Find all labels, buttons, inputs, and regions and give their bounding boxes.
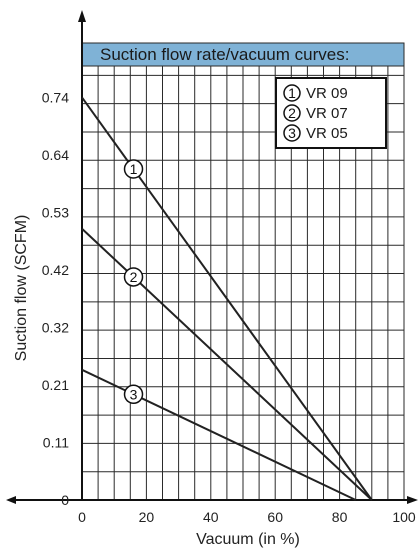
axes	[6, 10, 418, 504]
x-tick-label: 40	[203, 509, 219, 525]
x-tick-label: 100	[392, 509, 416, 525]
y-tick-label: 0.74	[42, 89, 69, 105]
series-marker-label: 2	[130, 269, 138, 285]
y-axis-arrow	[78, 10, 86, 22]
x-tick-label: 60	[267, 509, 283, 525]
y-axis-label: Suction flow (SCFM)	[13, 215, 30, 362]
legend-marker-label: 2	[288, 105, 296, 121]
series-marker-circle	[123, 159, 144, 179]
y-tick-label: 0.53	[42, 204, 69, 220]
series-marker-label: 3	[130, 386, 138, 402]
x-tick-label: 0	[78, 509, 86, 525]
legend-marker-label: 1	[288, 85, 296, 101]
legend-marker-circle	[283, 124, 301, 142]
legend-entry: VR 07	[306, 105, 348, 122]
y-tick-label: 0.21	[42, 377, 69, 393]
y-tick-label: 0	[61, 492, 69, 508]
y-tick-label: 0.11	[43, 434, 69, 450]
chart-title: Suction flow rate/vacuum curves:	[100, 45, 349, 64]
series-marker-circle	[123, 267, 144, 287]
series-marker-label: 1	[130, 161, 138, 177]
legend-entry: VR 09	[306, 85, 348, 102]
x-tick-label: 80	[332, 509, 348, 525]
y-tick-labels: 0 0.11 0.21 0.32 0.42 0.53 0.64 0.74	[42, 89, 69, 508]
x-tick-labels: 0 20 40 60 80 100	[78, 509, 416, 525]
series-marker-circle	[123, 384, 144, 405]
series-lines: 1 2 3	[81, 96, 373, 501]
y-tick-label: 0.64	[42, 147, 69, 163]
legend-marker-circle	[283, 104, 301, 122]
legend-marker-label: 3	[288, 125, 296, 141]
x-tick-label: 20	[139, 509, 155, 525]
x-axis-arrow	[407, 496, 418, 504]
legend-entry: VR 05	[306, 125, 348, 142]
series-line	[81, 368, 357, 501]
y-tick-label: 0.42	[42, 262, 69, 278]
legend: 1 VR 09 2 VR 07 3 VR 05	[275, 77, 387, 149]
x-axis-left-arrow	[6, 496, 16, 504]
x-axis-label: Vacuum (in %)	[196, 531, 300, 548]
y-tick-label: 0.32	[42, 319, 69, 335]
legend-marker-circle	[283, 84, 301, 102]
